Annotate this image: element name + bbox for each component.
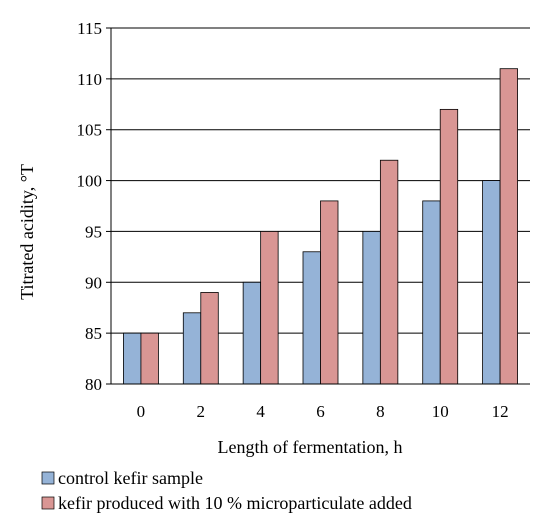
x-axis-title: Length of fermentation, h [218,437,403,457]
x-tick-label-8: 8 [376,402,385,421]
legend-label-microparticulate: kefir produced with 10 % microparticulat… [58,493,412,513]
bar-series-0-cat-12 [482,180,501,385]
bar-series-0-cat-8 [362,231,381,385]
y-tick-label-100: 100 [77,172,103,191]
x-tick-label-0: 0 [137,402,146,421]
bar-series-1-cat-4 [260,231,279,385]
x-tick-label-2: 2 [197,402,206,421]
y-tick-label-115: 115 [77,19,102,38]
bar-series-1-cat-6 [320,200,339,385]
y-axis-title: Titrated acidity, °T [17,164,37,300]
x-tick-labels: 0 2 4 6 8 10 12 [137,402,509,421]
bars [123,68,518,385]
bar-series-0-cat-2 [182,312,202,385]
bar-series-0-cat-10 [422,200,441,385]
bar-series-1-cat-2 [200,292,219,385]
bar-series-0-cat-6 [302,251,321,385]
legend-swatch-control [41,471,55,485]
bar-series-1-cat-10 [439,108,459,385]
y-tick-label-85: 85 [85,324,102,343]
bar-series-0-cat-4 [242,281,262,385]
bar-series-0-cat-0 [123,332,142,385]
x-tick-label-4: 4 [256,402,265,421]
x-tick-label-12: 12 [492,402,509,421]
axes [110,28,530,385]
legend: control kefir sample kefir produced with… [41,468,412,513]
y-tick-labels: 80 85 90 95 100 105 110 115 [77,19,103,394]
y-tick-label-90: 90 [85,273,102,292]
y-tick-label-95: 95 [85,222,102,241]
x-tick-label-10: 10 [432,402,449,421]
legend-swatch-microparticulate [41,496,55,510]
y-tick-label-80: 80 [85,375,102,394]
y-tick-label-110: 110 [77,70,102,89]
x-tick-label-6: 6 [316,402,325,421]
y-tick-label-105: 105 [77,121,103,140]
bar-series-1-cat-0 [140,332,159,385]
bar-series-1-cat-8 [379,159,399,385]
bar-series-1-cat-12 [499,68,518,385]
legend-label-control: control kefir sample [58,468,203,488]
